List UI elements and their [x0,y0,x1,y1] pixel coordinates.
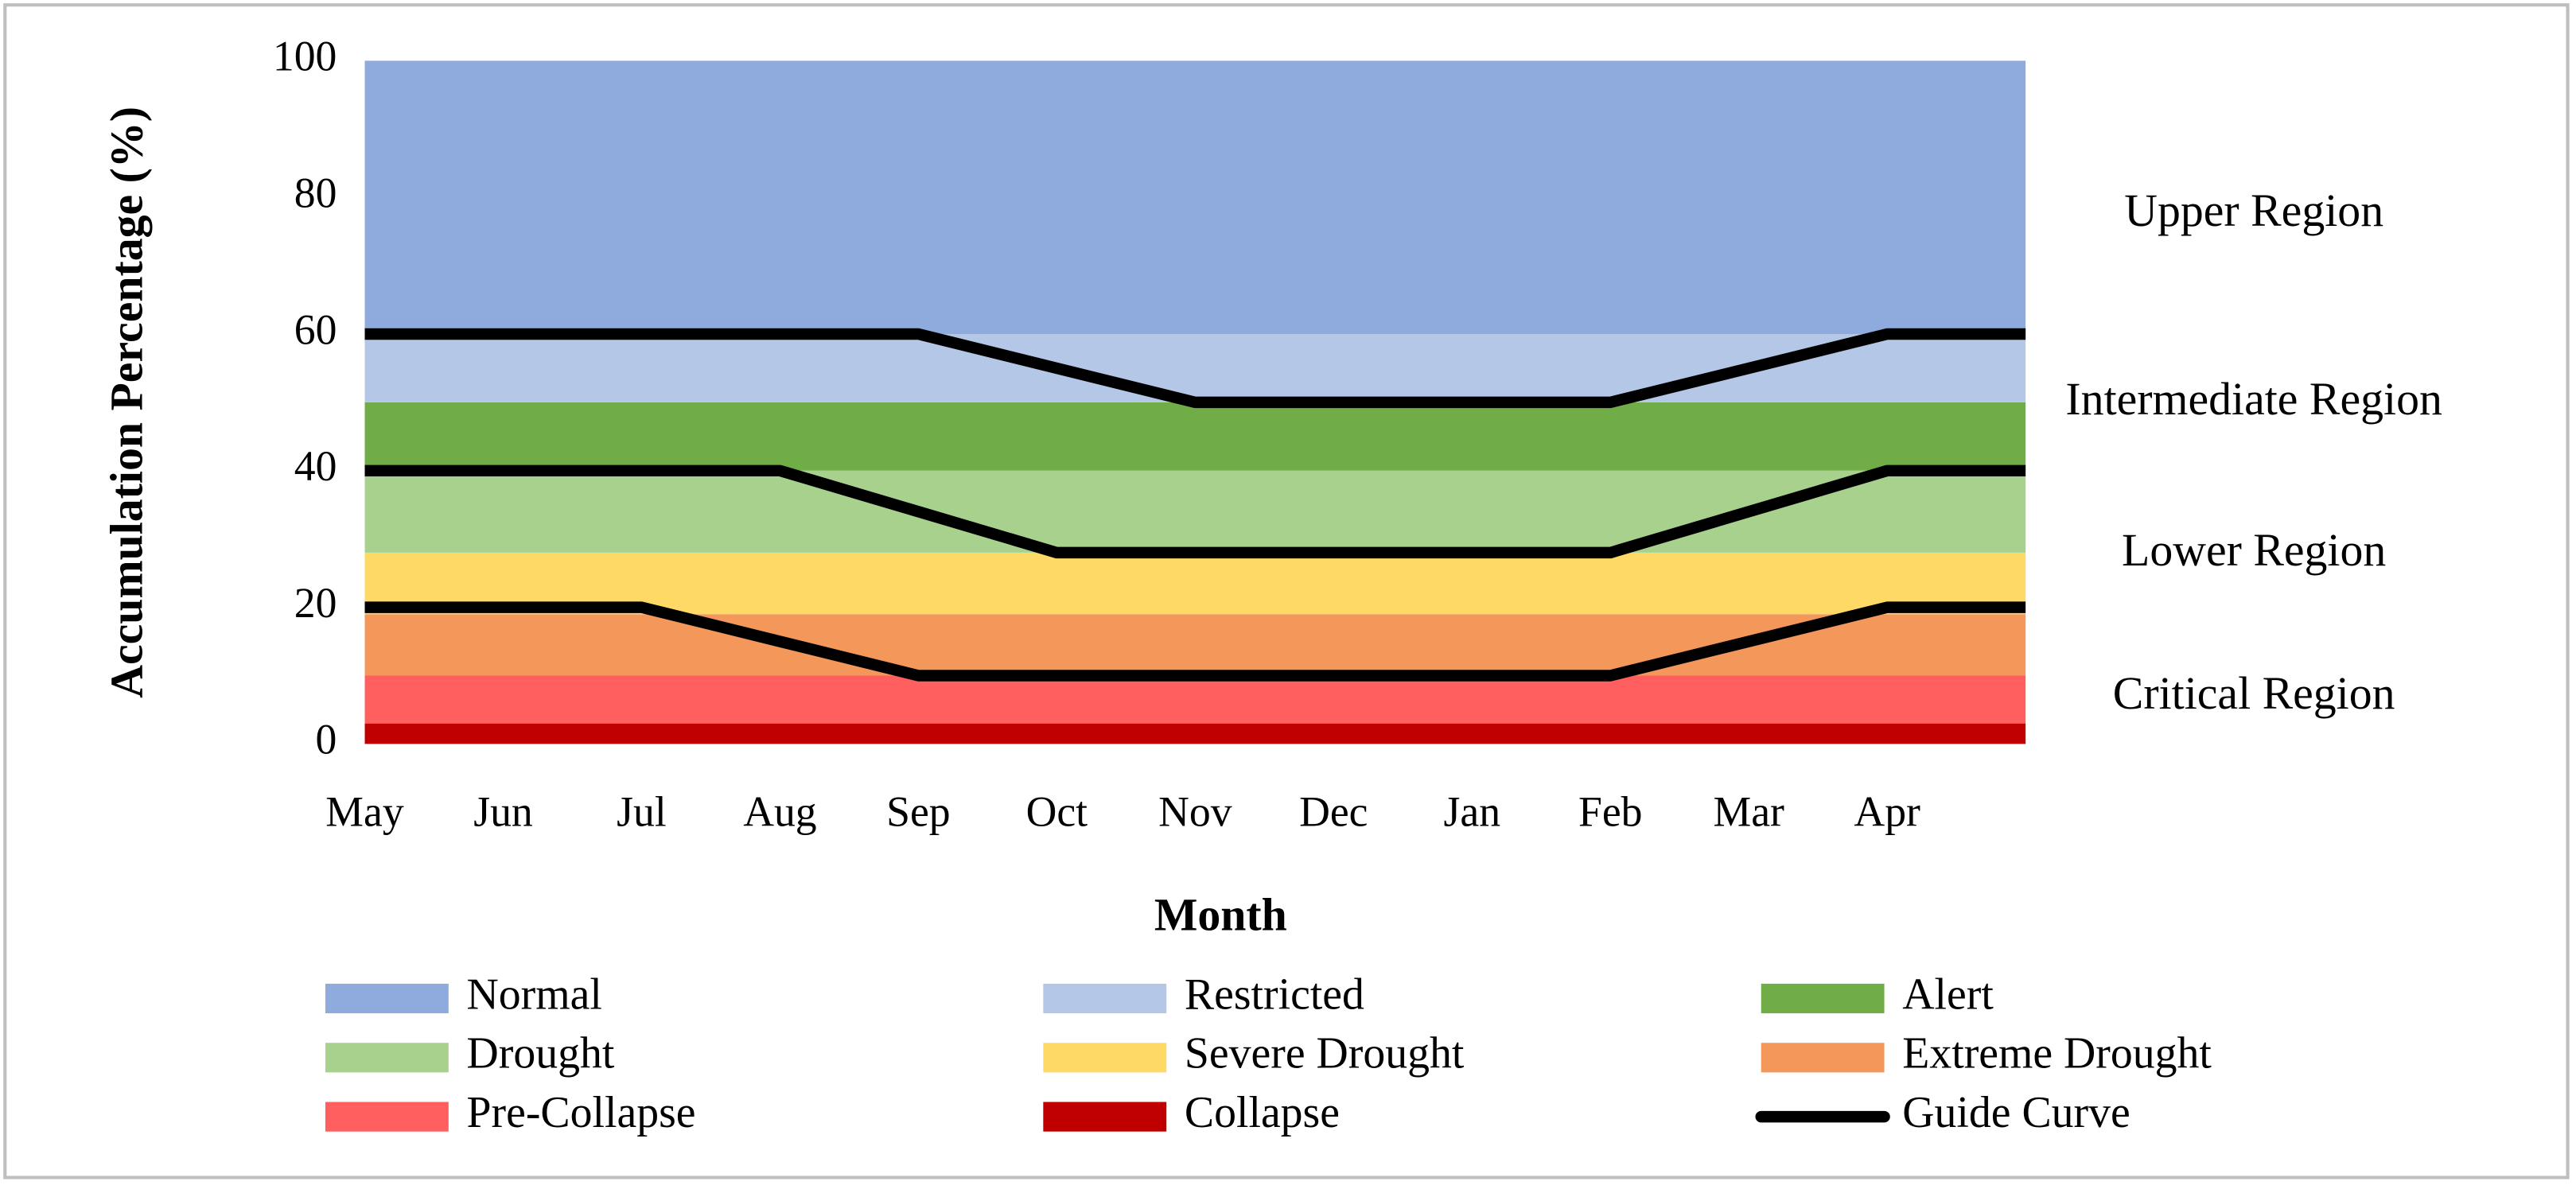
legend-label: Restricted [1185,969,1364,1019]
area [364,614,2026,676]
legend-label: Alert [1902,969,1994,1019]
guide-curve [364,328,2026,409]
legend-swatch [1761,1043,1885,1073]
region-label: Upper Region [2124,185,2383,236]
legend-label: Guide Curve [1902,1088,2130,1137]
x-axis-label: Month [1154,889,1287,941]
legend-label: Drought [467,1029,615,1078]
guide-curve [364,601,2026,682]
x-tick-label: May [325,788,404,836]
y-axis-label: Accumulation Percentage (%) [101,107,153,698]
legend-label: Collapse [1185,1088,1340,1137]
legend-swatch [1761,983,1885,1014]
x-tick-label: Oct [1026,788,1088,836]
x-tick-label: Sep [886,788,951,836]
legend-label: Extreme Drought [1902,1029,2212,1078]
area [364,334,2026,402]
x-tick-label: Aug [743,788,816,836]
legend-swatch [1043,983,1167,1014]
legend-swatch [325,983,449,1014]
area [364,60,2026,335]
area [364,402,2026,471]
x-tick-label: Nov [1158,788,1232,836]
x-tick-label: Jan [1443,788,1500,836]
legend-swatch [1043,1043,1167,1073]
y-tick-label: 20 [294,579,337,627]
y-tick-label: 80 [294,169,337,217]
region-label: Intermediate Region [2065,373,2442,425]
legend-label: Pre-Collapse [467,1088,696,1137]
y-tick-label: 100 [273,33,337,80]
area [364,723,2026,744]
legend-swatch [325,1102,449,1132]
x-tick-label: Mar [1713,788,1784,836]
x-tick-label: Feb [1578,788,1643,836]
legend-label: Normal [467,969,602,1019]
x-tick-label: Apr [1854,788,1920,836]
region-label: Lower Region [2122,524,2386,576]
guide-curve [364,464,2026,559]
legend-label: Severe Drought [1185,1029,1465,1078]
region-label: Critical Region [2113,667,2395,719]
legend-swatch [1043,1102,1167,1132]
y-tick-label: 0 [316,716,337,764]
legend-swatch [325,1043,449,1073]
y-tick-label: 40 [294,442,337,490]
y-tick-label: 60 [294,305,337,353]
area [364,552,2026,615]
x-tick-label: Jul [617,788,667,836]
x-tick-label: Jun [473,788,533,836]
x-tick-label: Dec [1299,788,1368,836]
area [364,675,2026,724]
area [364,470,2026,553]
